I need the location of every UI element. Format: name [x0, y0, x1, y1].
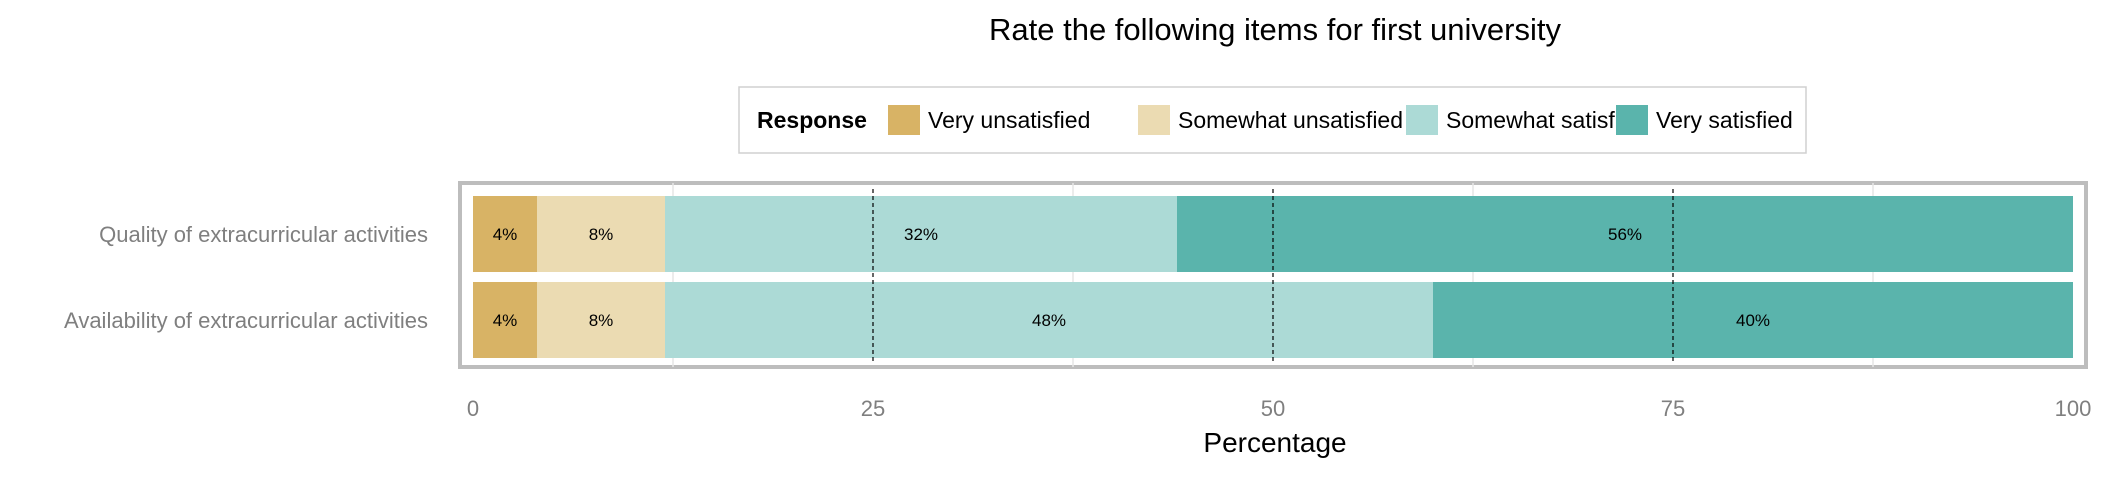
legend-key — [888, 105, 920, 135]
legend-key — [1406, 105, 1438, 135]
bar-segment — [473, 196, 537, 272]
x-tick-label: 75 — [1661, 396, 1685, 421]
x-tick-label: 50 — [1261, 396, 1285, 421]
data-label: 56% — [1608, 225, 1642, 244]
plot-area: 4% 8% 32% 56% 4% 8% 48% 40% Quality of extracurr… — [64, 181, 2092, 421]
legend-label: Somewhat unsatisfied — [1178, 107, 1403, 133]
category-label: Availability of extracurricular activiti… — [64, 308, 428, 333]
bar-segment — [473, 282, 537, 358]
data-label: 32% — [904, 225, 938, 244]
data-label: 4% — [493, 225, 518, 244]
data-label: 4% — [493, 311, 518, 330]
bar-segment — [1177, 196, 2073, 272]
x-axis-label: Percentage — [1203, 427, 1346, 458]
bar-segment — [1433, 282, 2073, 358]
legend-title: Response — [757, 107, 867, 133]
bar-segment — [665, 196, 1177, 272]
bar-segment — [537, 196, 665, 272]
data-label: 8% — [589, 311, 614, 330]
x-tick-label: 0 — [467, 396, 479, 421]
data-label: 48% — [1032, 311, 1066, 330]
data-label: 8% — [589, 225, 614, 244]
x-tick-label: 25 — [861, 396, 885, 421]
legend-key — [1616, 105, 1648, 135]
legend-label: Very unsatisfied — [928, 107, 1090, 133]
x-tick-label: 100 — [2055, 396, 2092, 421]
legend: Response Very unsatisfied Somewhat unsati… — [738, 86, 1807, 154]
chart-title: Rate the following items for first unive… — [989, 12, 1561, 47]
legend-label: Somewhat satisfied — [1446, 107, 1645, 133]
data-label: 40% — [1736, 311, 1770, 330]
bar-segment — [537, 282, 665, 358]
category-label: Quality of extracurricular activities — [99, 222, 428, 247]
legend-key — [1138, 105, 1170, 135]
legend-label: Very satisfied — [1656, 107, 1793, 133]
bar-segment — [665, 282, 1433, 358]
